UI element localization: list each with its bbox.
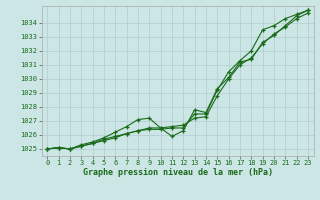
X-axis label: Graphe pression niveau de la mer (hPa): Graphe pression niveau de la mer (hPa) (83, 168, 273, 177)
